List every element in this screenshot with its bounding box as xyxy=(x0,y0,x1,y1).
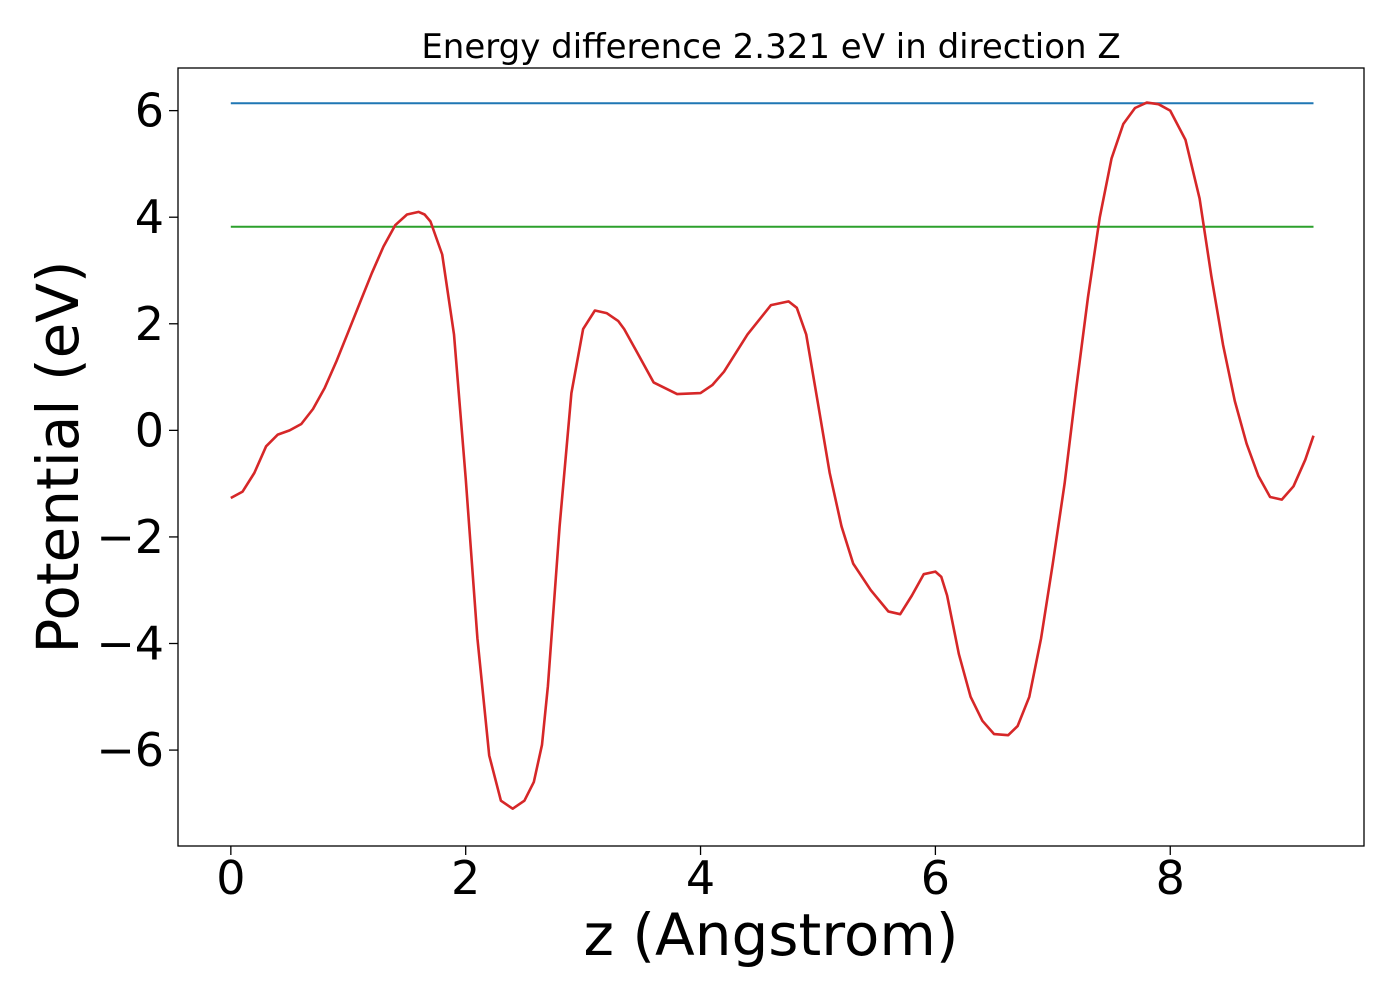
y-tick-label: −6 xyxy=(96,723,164,777)
chart-title: Energy difference 2.321 eV in direction … xyxy=(421,27,1120,67)
x-tick-label: 4 xyxy=(686,851,715,905)
y-tick-label: 6 xyxy=(135,84,164,138)
x-tick-label: 6 xyxy=(921,851,950,905)
plot-frame xyxy=(177,67,1365,847)
series-layer xyxy=(230,101,1315,811)
plot-area xyxy=(177,67,1365,847)
x-tick-label: 0 xyxy=(216,851,245,905)
series-line-1 xyxy=(230,101,1315,811)
x-axis: 0 2 4 6 8 xyxy=(216,846,1185,905)
x-tick-label: 2 xyxy=(451,851,480,905)
y-tick-label: 0 xyxy=(135,403,164,457)
y-axis-label: Potential (eV) xyxy=(24,260,92,653)
y-tick-label: −4 xyxy=(96,617,164,671)
y-tick-label: 2 xyxy=(135,297,164,351)
x-axis-label: z (Angstrom) xyxy=(584,901,959,969)
y-tick-label: −2 xyxy=(96,510,164,564)
y-axis: 6 4 2 0 −2 −4 −6 xyxy=(96,84,178,777)
y-tick-label: 4 xyxy=(135,190,164,244)
x-tick-label: 8 xyxy=(1156,851,1185,905)
